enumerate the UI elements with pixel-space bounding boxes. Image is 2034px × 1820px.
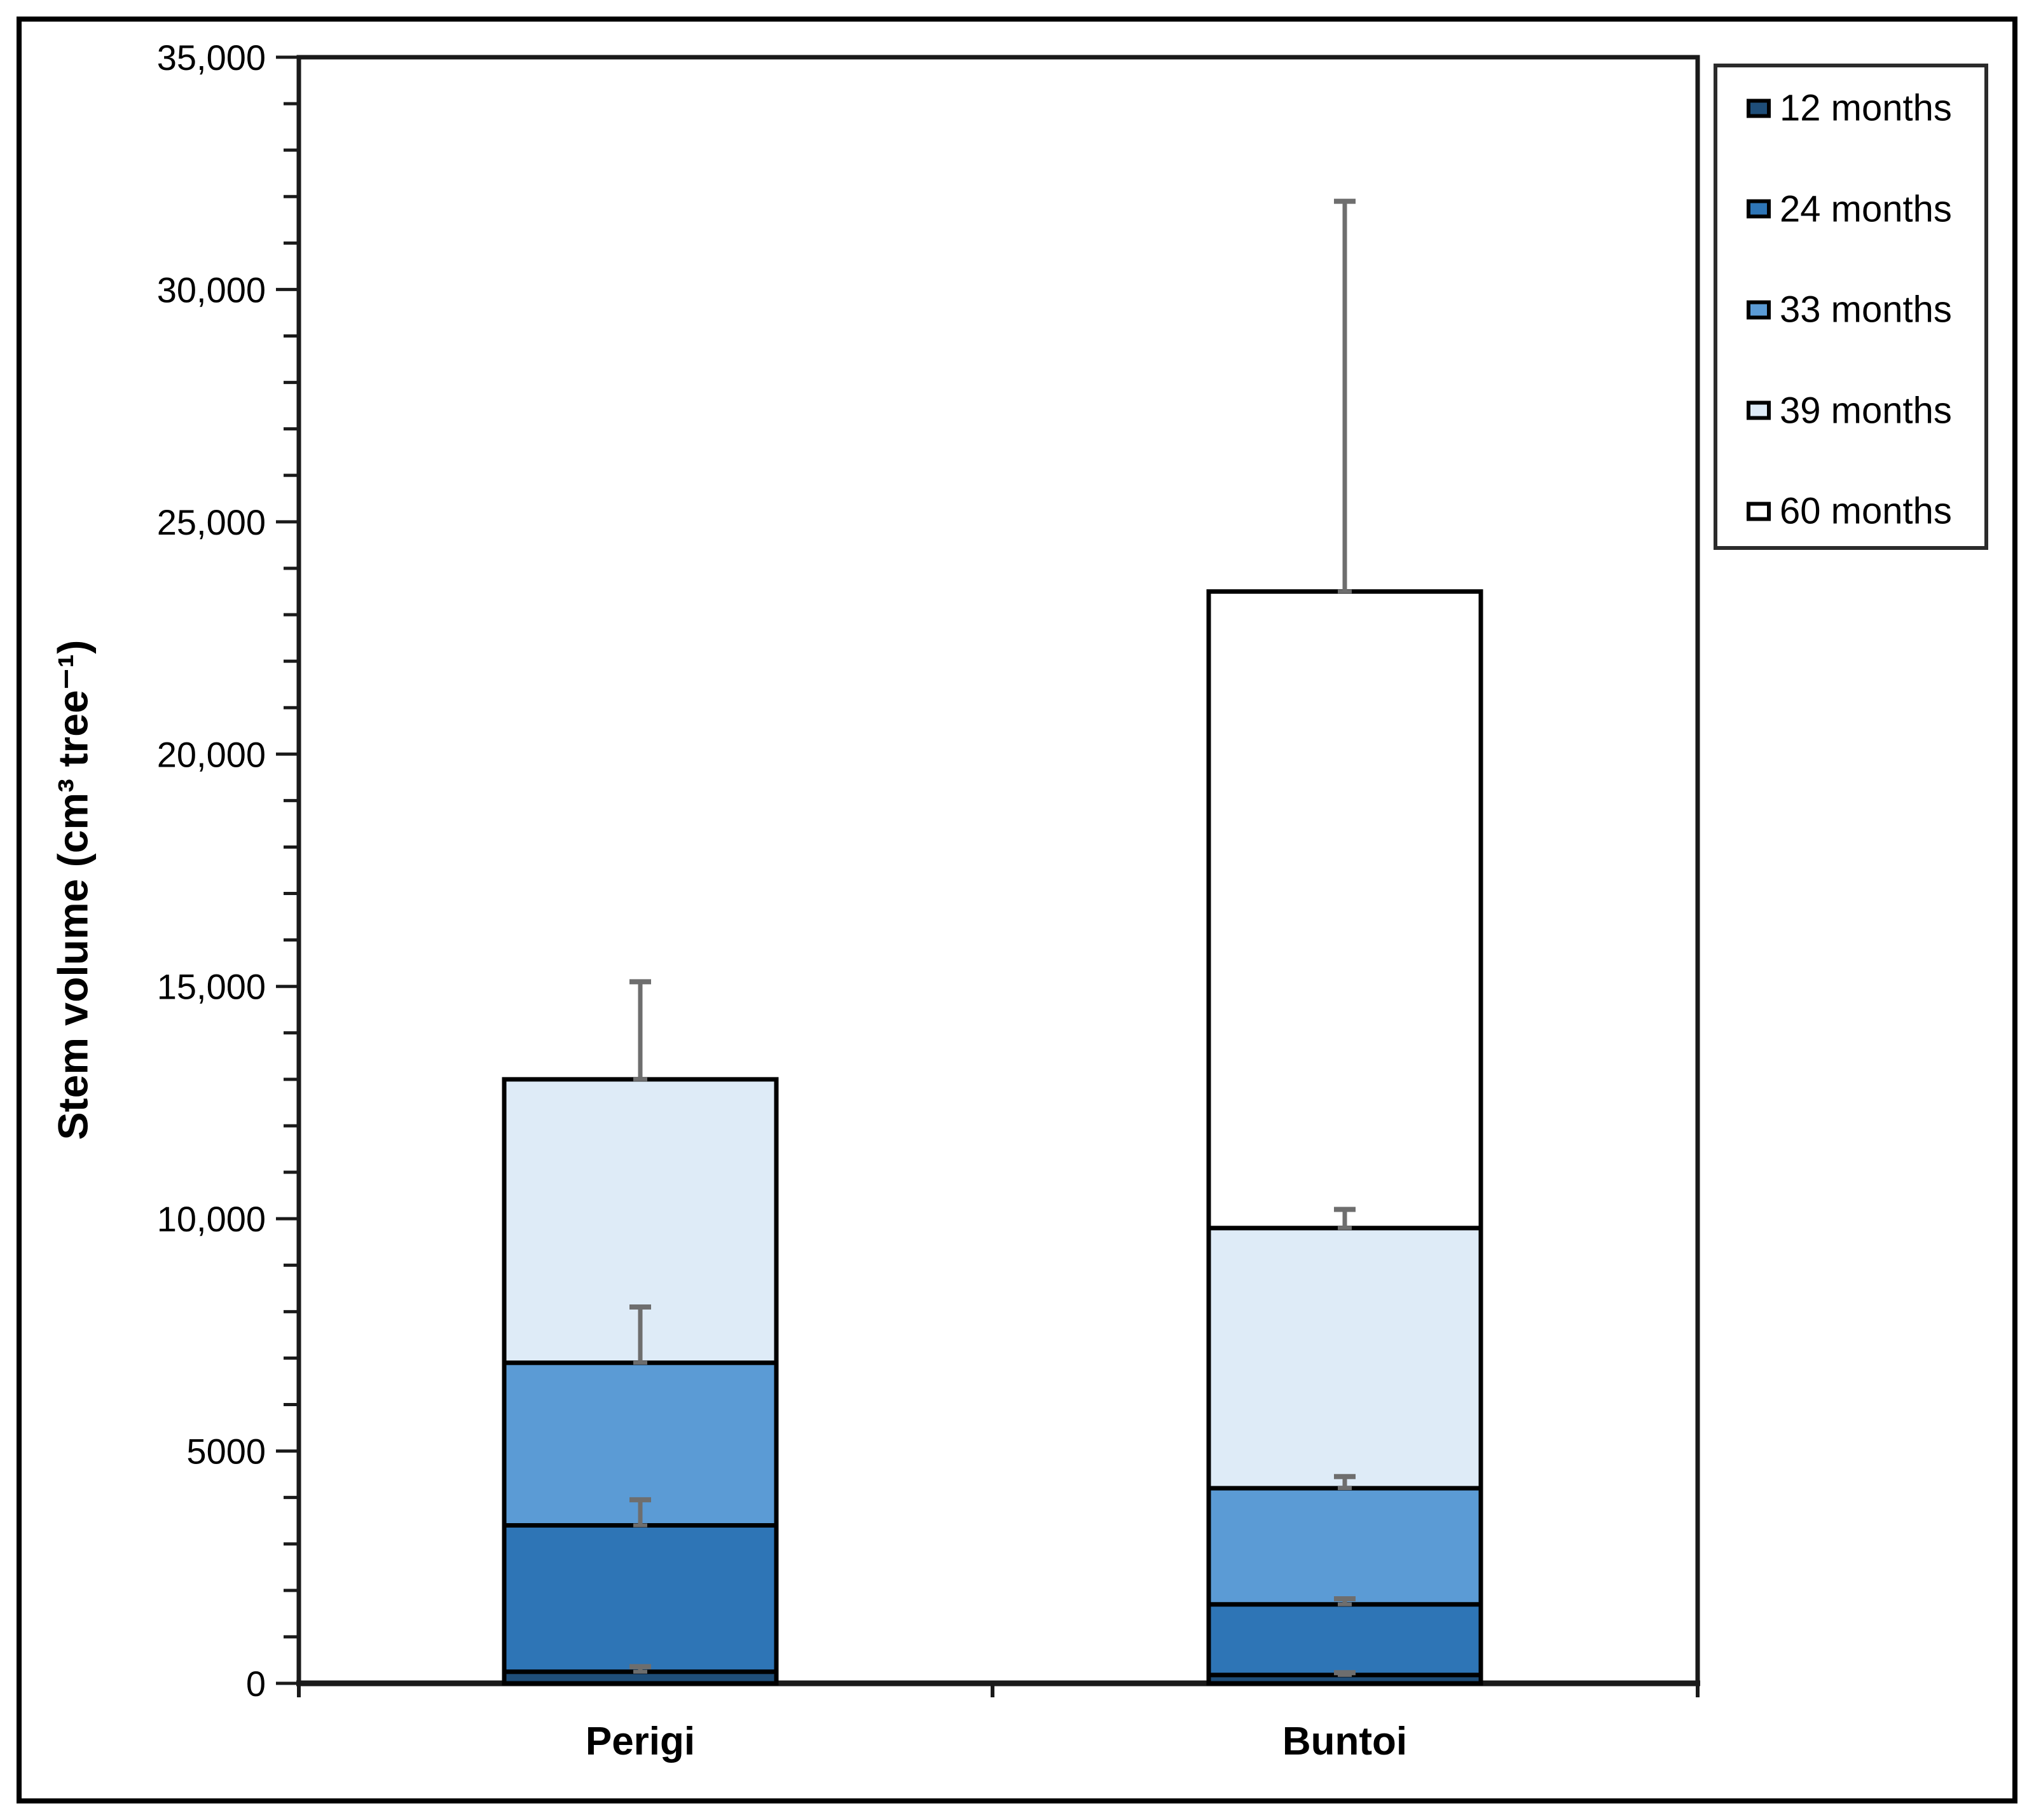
- legend-swatch-12-months: [1747, 99, 1771, 118]
- legend-item-24-months: 24 months: [1747, 188, 1952, 230]
- bar-segment-60-months-Buntoi: [1206, 589, 1483, 1231]
- y-tick-label: 25,000: [157, 502, 266, 542]
- legend-item-39-months: 39 months: [1747, 389, 1952, 432]
- legend-label: 60 months: [1780, 490, 1952, 532]
- legend-swatch-33-months: [1747, 300, 1771, 319]
- legend-label: 24 months: [1780, 188, 1952, 229]
- legend-label: 33 months: [1780, 289, 1952, 331]
- bar-segment-24-months-Perigi: [502, 1523, 779, 1674]
- x-category-label: Buntoi: [1282, 1720, 1407, 1763]
- legend-swatch-60-months: [1747, 502, 1771, 521]
- y-tick-label: 0: [246, 1664, 266, 1704]
- legend-item-33-months: 33 months: [1747, 289, 1952, 331]
- bar-segment-24-months-Buntoi: [1206, 1602, 1483, 1678]
- x-category-label: Perigi: [586, 1720, 695, 1763]
- legend-swatch-39-months: [1747, 400, 1771, 420]
- bar-segment-39-months-Buntoi: [1206, 1226, 1483, 1491]
- bar-segment-33-months-Buntoi: [1206, 1486, 1483, 1607]
- figure-frame: [17, 17, 2017, 1803]
- y-tick-label: 35,000: [157, 38, 266, 78]
- legend-label: 12 months: [1780, 87, 1952, 129]
- legend-item-12-months: 12 months: [1747, 87, 1952, 130]
- y-tick-label: 10,000: [157, 1199, 266, 1239]
- legend-swatch-24-months: [1747, 199, 1771, 219]
- y-axis-title: Stem volume (cm³ tree⁻¹): [49, 640, 97, 1140]
- legend-label: 39 months: [1780, 390, 1952, 431]
- legend-item-60-months: 60 months: [1747, 490, 1952, 533]
- y-tick-label: 20,000: [157, 734, 266, 774]
- legend: 12 months 24 months 33 months 39 months 60 m…: [1714, 64, 1988, 550]
- y-tick-label: 5000: [186, 1432, 266, 1472]
- y-tick-label: 15,000: [157, 967, 266, 1007]
- y-tick-label: 30,000: [157, 270, 266, 310]
